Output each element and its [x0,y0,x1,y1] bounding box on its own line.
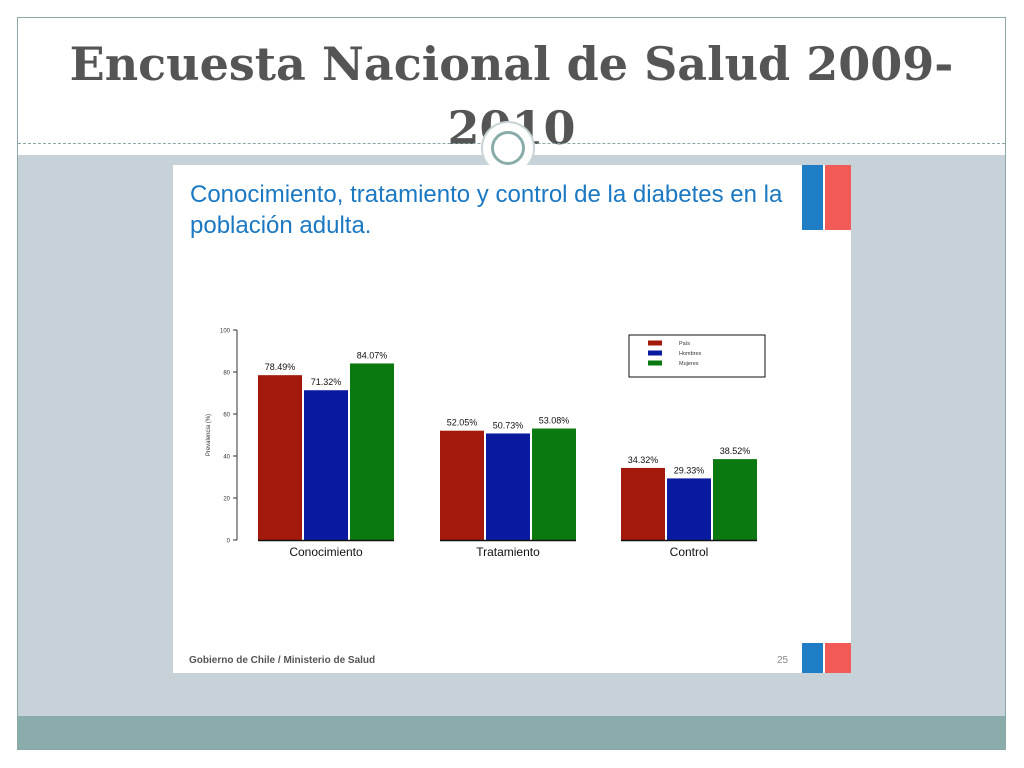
embedded-slide-image: Conocimiento, tratamiento y control de l… [173,165,851,673]
bar-value-label-tratamiento-1: 50.73% [493,420,524,430]
y-tick-label-20: 20 [223,497,230,503]
y-tick-label-0: 0 [227,539,231,545]
bar-value-label-conocimiento-2: 84.07% [357,350,388,360]
legend-swatch-1 [648,350,662,356]
legend-swatch-0 [648,340,662,346]
bar-control-1 [667,478,711,540]
bar-tratamiento-2 [532,428,576,540]
y-tick-label-40: 40 [223,455,230,461]
flag-top-icon [802,165,851,230]
bar-control-0 [621,467,665,540]
category-label-conocimiento: Conocimiento [289,545,363,559]
slide-title: Encuesta Nacional de Salud 2009-2010 [69,37,954,155]
bar-value-label-control-2: 38.52% [720,446,751,456]
chart-heading: Conocimiento, tratamiento y control de l… [190,181,783,239]
bar-conocimiento-2 [350,363,394,540]
bar-value-label-conocimiento-1: 71.32% [311,377,342,387]
bar-value-label-tratamiento-0: 52.05% [447,418,478,428]
bar-value-label-control-1: 29.33% [674,465,705,475]
category-label-tratamiento: Tratamiento [476,545,540,559]
ring-ornament-inner [491,131,525,165]
flag-bottom-icon [802,643,851,673]
bar-value-label-conocimiento-0: 78.49% [265,362,296,372]
legend-label-0: País [679,341,690,347]
legend-swatch-2 [648,360,662,366]
bar-conocimiento-0 [258,375,302,540]
bar-tratamiento-0 [440,430,484,540]
legend-label-1: Hombres [679,351,702,357]
ministry-footer: Gobierno de Chile / Ministerio de Salud [189,655,376,666]
bar-chart: 0 20 40 60 80 100 Prevalencia (%) 78.49% 71.32% 8… [206,329,766,559]
page-number: 25 [777,655,789,666]
bar-value-label-control-0: 34.32% [628,455,659,465]
bar-value-label-tratamiento-2: 53.08% [539,416,570,426]
legend-label-2: Mujeres [679,361,699,367]
y-axis-label: Prevalencia (%) [206,414,212,456]
bar-control-2 [713,459,757,540]
bar-tratamiento-1 [486,433,530,540]
bar-conocimiento-1 [304,390,348,540]
y-tick-label-60: 60 [223,413,230,419]
category-label-control: Control [670,545,709,559]
y-tick-label-100: 100 [220,329,231,335]
y-tick-label-80: 80 [223,371,230,377]
footer-bar [18,716,1005,749]
